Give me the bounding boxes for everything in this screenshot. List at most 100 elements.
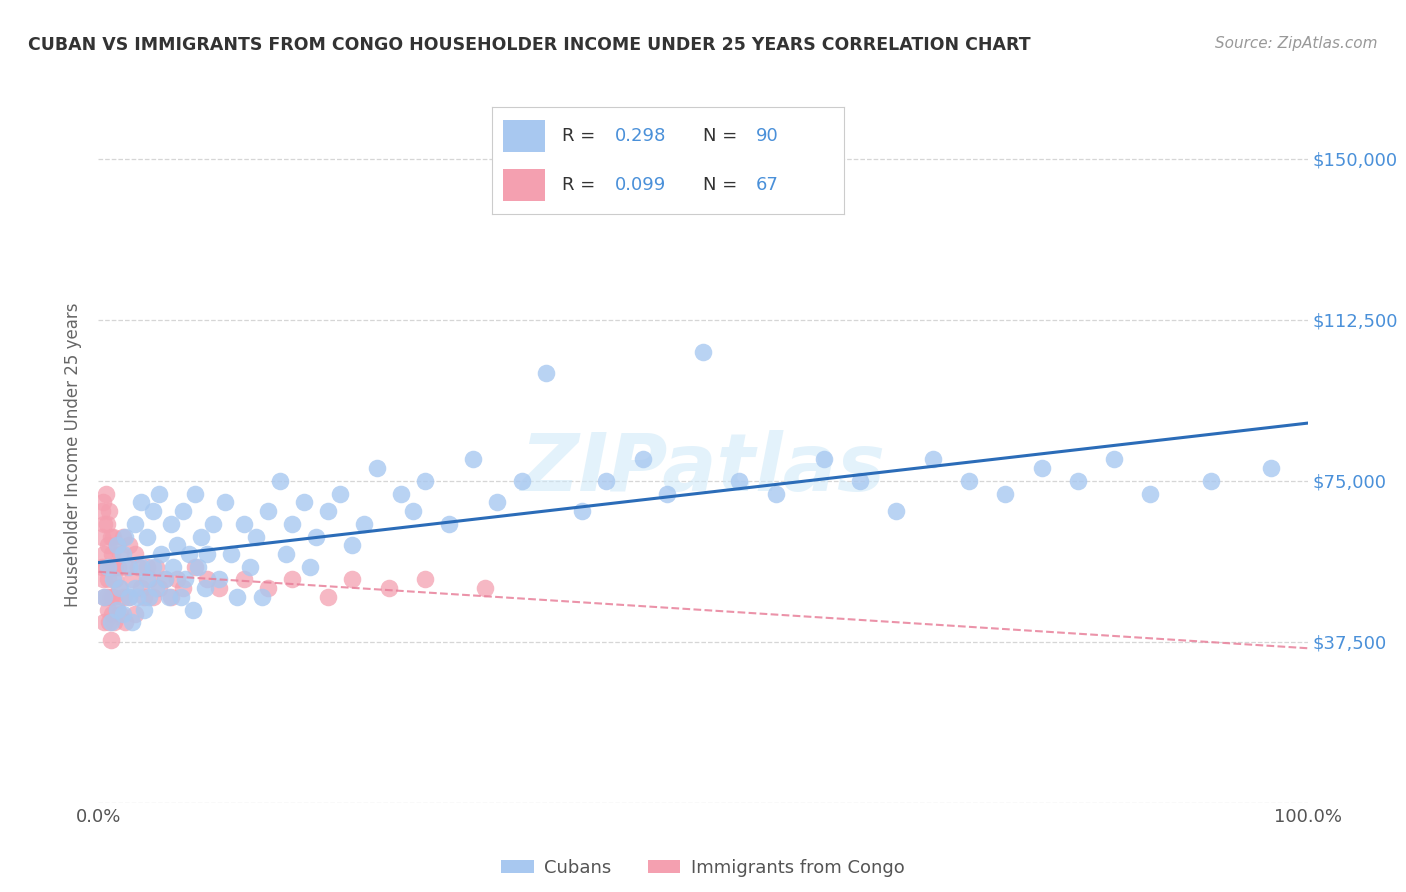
Point <box>105 602 128 616</box>
Text: 90: 90 <box>756 127 779 145</box>
Text: R =: R = <box>562 177 602 194</box>
Text: R =: R = <box>562 127 602 145</box>
Point <box>94 559 117 574</box>
Point <box>124 547 146 561</box>
Point <box>97 538 120 552</box>
Point <box>245 529 267 543</box>
Point <box>138 573 160 587</box>
Point <box>135 573 157 587</box>
Point <box>172 504 194 518</box>
Point <box>957 474 980 488</box>
Point <box>994 486 1017 500</box>
Point <box>281 516 304 531</box>
Point <box>114 529 136 543</box>
Point <box>342 573 364 587</box>
Point <box>93 590 115 604</box>
Point <box>103 615 125 630</box>
Point <box>96 516 118 531</box>
Point <box>413 573 436 587</box>
Point <box>93 590 115 604</box>
Point <box>111 607 134 621</box>
Point <box>571 504 593 518</box>
Point <box>142 590 165 604</box>
Point <box>98 615 121 630</box>
Point <box>93 547 115 561</box>
Point <box>208 581 231 595</box>
Point <box>153 573 176 587</box>
Point <box>118 590 141 604</box>
Point <box>202 516 225 531</box>
Point <box>142 559 165 574</box>
Point <box>97 559 120 574</box>
Point <box>849 474 872 488</box>
Point <box>250 590 273 604</box>
Point <box>91 495 114 509</box>
Point <box>91 529 114 543</box>
Point <box>160 516 183 531</box>
Point <box>166 573 188 587</box>
Point <box>256 581 278 595</box>
Point <box>474 581 496 595</box>
Point <box>153 573 176 587</box>
Point <box>631 452 654 467</box>
Point <box>148 486 170 500</box>
Point <box>239 559 262 574</box>
Point <box>1260 460 1282 475</box>
Point <box>111 529 134 543</box>
Y-axis label: Householder Income Under 25 years: Householder Income Under 25 years <box>65 302 83 607</box>
Point <box>195 547 218 561</box>
Point <box>181 602 204 616</box>
Point <box>305 529 328 543</box>
Point <box>353 516 375 531</box>
Text: 67: 67 <box>756 177 779 194</box>
Point <box>162 559 184 574</box>
Point <box>138 590 160 604</box>
Point <box>510 474 533 488</box>
Point <box>389 486 412 500</box>
Point <box>93 615 115 630</box>
Point <box>486 495 509 509</box>
Point <box>174 573 197 587</box>
Point <box>157 590 180 604</box>
Point <box>101 590 124 604</box>
Point <box>232 573 254 587</box>
Point <box>402 504 425 518</box>
Point <box>813 452 835 467</box>
Point <box>124 607 146 621</box>
Point <box>921 452 943 467</box>
Point <box>269 474 291 488</box>
Point <box>118 559 141 574</box>
Point <box>134 602 156 616</box>
Point <box>194 581 217 595</box>
Point <box>214 495 236 509</box>
Text: ZIPatlas: ZIPatlas <box>520 430 886 508</box>
Point <box>97 602 120 616</box>
Point <box>127 590 149 604</box>
Point <box>121 615 143 630</box>
Text: 0.298: 0.298 <box>616 127 666 145</box>
Point <box>256 504 278 518</box>
Point <box>765 486 787 500</box>
Point <box>127 559 149 574</box>
Point <box>172 581 194 595</box>
Point <box>1102 452 1125 467</box>
Point <box>108 547 131 561</box>
Point <box>91 559 114 574</box>
Point <box>101 573 124 587</box>
Point <box>728 474 751 488</box>
Point <box>316 590 339 604</box>
Point <box>329 486 352 500</box>
Point <box>124 581 146 595</box>
Point <box>94 486 117 500</box>
Bar <box>503 169 546 202</box>
Point <box>232 516 254 531</box>
Point <box>108 581 131 595</box>
Point <box>150 547 173 561</box>
Point <box>105 602 128 616</box>
Point <box>195 573 218 587</box>
Point <box>413 474 436 488</box>
Point <box>886 504 908 518</box>
Point <box>190 529 212 543</box>
Point <box>437 516 460 531</box>
Point <box>463 452 485 467</box>
